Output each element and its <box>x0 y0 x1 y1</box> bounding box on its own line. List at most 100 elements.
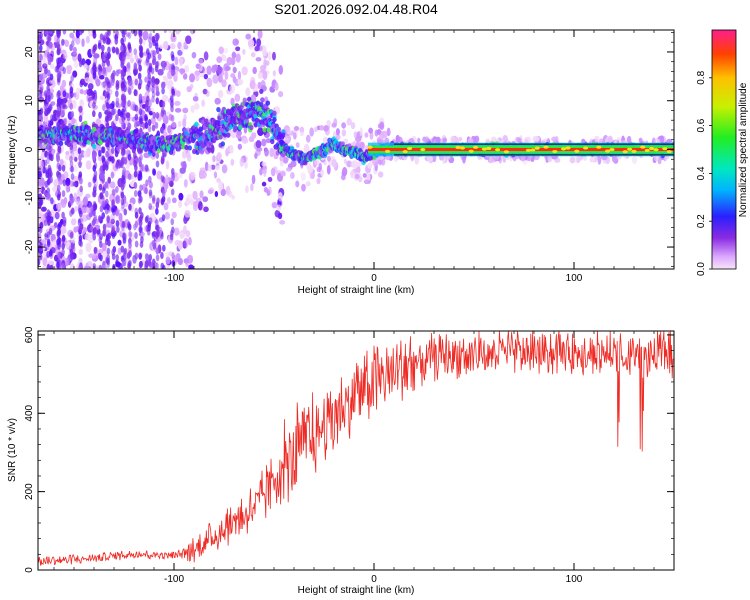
spectrogram-noise-blob <box>38 180 44 187</box>
spectrogram-streak-blob <box>69 86 74 94</box>
spectrogram-streak-blob <box>110 146 115 154</box>
spectrogram-streak-blob <box>48 41 52 49</box>
spectrogram-noise-blob <box>157 0 163 4</box>
spectrogram-streak-blob <box>106 247 111 255</box>
spectrogram-streak-blob <box>147 72 151 80</box>
spectrogram-noise-blob <box>256 38 262 47</box>
spectrogram-streak-blob <box>107 111 112 119</box>
spectrogram-noise-blob <box>68 23 74 28</box>
spectrogram-noise-blob <box>174 100 181 106</box>
spectrogram-noise-blob <box>54 21 60 30</box>
spectrogram-streak-blob <box>99 33 104 41</box>
spectrogram-noise-blob <box>42 30 46 31</box>
spectrogram-streak-blob <box>56 110 61 118</box>
spectrogram-noise-blob <box>367 162 373 169</box>
spectrogram-noise-blob <box>207 189 214 194</box>
spectrogram-streak-blob <box>154 39 159 47</box>
spectrogram-noise-blob <box>40 14 44 22</box>
spectrogram-streak-blob <box>160 232 164 240</box>
spectrogram-noise-blob <box>124 272 130 281</box>
spectrogram-noise-blob <box>115 16 119 21</box>
spectrogram-noise-blob <box>379 121 385 130</box>
spectrogram-streak-blob <box>77 147 82 155</box>
spectrogram-noise-blob <box>46 0 51 3</box>
spectrogram-streak-blob <box>139 195 143 203</box>
spectrogram-streak-blob <box>38 199 43 207</box>
spectrogram-streak-blob <box>62 90 67 98</box>
spectrogram-noise-blob <box>75 198 81 206</box>
spectrogram-noise-blob <box>126 71 132 77</box>
spectrogram-streak-blob <box>121 84 125 92</box>
spectrogram-noise-blob <box>278 65 283 75</box>
spectrogram-noise-blob <box>192 190 198 200</box>
spectrogram-noise-blob <box>141 2 146 7</box>
spectrogram-noise-blob <box>346 118 352 126</box>
spectrogram-noise-blob <box>154 0 159 3</box>
spectrogram-streak-blob <box>115 195 120 203</box>
spectrogram-noise-blob <box>194 102 200 110</box>
spectrogram-noise-blob <box>188 237 192 246</box>
spectrogram-noise-blob <box>185 230 191 238</box>
spectrogram-streak-blob <box>61 234 66 242</box>
spectrogram-noise-blob <box>85 160 92 170</box>
spectrogram-noise-blob <box>110 0 114 2</box>
spectrogram-noise-blob <box>335 128 340 136</box>
spectrogram-noise-blob <box>222 48 229 54</box>
spectrogram-noise-blob <box>140 269 145 274</box>
spectrogram-noise-blob <box>104 23 109 29</box>
spectrogram-streak-blob <box>50 55 54 63</box>
spectrogram-streak-blob <box>171 174 175 182</box>
spectrogram-noise-blob <box>118 212 123 222</box>
spectrogram-noise-blob <box>262 70 268 80</box>
spectrogram-noise-blob <box>151 0 156 2</box>
spectrogram-noise-blob <box>115 278 119 287</box>
spectrogram-noise-blob <box>331 122 337 128</box>
spectrogram-noise-blob <box>47 0 52 3</box>
spectrogram-noise-blob <box>214 97 221 105</box>
spectrogram-streak-blob <box>134 240 139 248</box>
spectrogram-noise-blob <box>59 30 62 31</box>
spectrogram-streak-blob <box>56 37 60 45</box>
spectrogram-noise-blob <box>212 74 219 84</box>
spectrogram-noise-blob <box>45 271 48 280</box>
spectrogram-noise-blob <box>43 20 49 28</box>
spectrogram-noise-blob <box>215 165 220 171</box>
spectrogram-streak-blob <box>93 246 98 254</box>
spectrogram-noise-blob <box>53 222 58 229</box>
spectrogram-streak-blob <box>70 110 75 118</box>
spectrogram-streak-blob <box>148 202 153 210</box>
spectrogram-streak-blob <box>92 64 97 72</box>
spectrogram-noise-blob <box>123 266 128 269</box>
spectrogram-noise-blob <box>141 2 146 7</box>
spectrogram-noise-blob <box>189 73 195 83</box>
spectrogram-streak-blob <box>120 44 124 52</box>
spectrogram-noise-blob <box>180 44 185 53</box>
spectrogram-noise-blob <box>260 80 266 90</box>
spectrogram-noise-blob <box>53 0 57 5</box>
spectrogram-noise-blob <box>145 278 150 283</box>
spectrogram-streak-blob <box>50 197 54 205</box>
spectrogram-noise-blob <box>218 181 224 191</box>
spectrogram-noise-blob <box>87 276 91 281</box>
spectrogram-streak-blob <box>126 61 131 69</box>
spectrogram-noise-blob <box>41 206 47 212</box>
spectrogram-streak-blob <box>133 151 137 159</box>
spectrogram-noise-blob <box>175 0 179 5</box>
spectrogram-streak-blob <box>133 182 138 190</box>
spectrogram-noise-blob <box>261 161 267 167</box>
spectrogram-streak-blob <box>104 190 109 198</box>
spectrogram-noise-blob <box>62 0 65 5</box>
spectrogram-streak-blob <box>171 88 175 96</box>
spectrogram-noise-blob <box>179 231 184 239</box>
spectrogram-streak-blob <box>122 232 126 240</box>
spectrogram-streak-blob <box>99 192 103 200</box>
spectrogram-noise-blob <box>105 4 108 14</box>
spectrogram-streak-blob <box>134 104 139 112</box>
spectrogram-streak-blob <box>93 174 97 182</box>
spectrogram-noise-blob <box>218 73 223 83</box>
spectrogram-noise-blob <box>377 171 384 178</box>
spectrogram-noise-blob <box>244 161 248 169</box>
spectrogram-streak-blob <box>97 215 102 223</box>
spectrogram-noise-blob <box>191 51 197 59</box>
